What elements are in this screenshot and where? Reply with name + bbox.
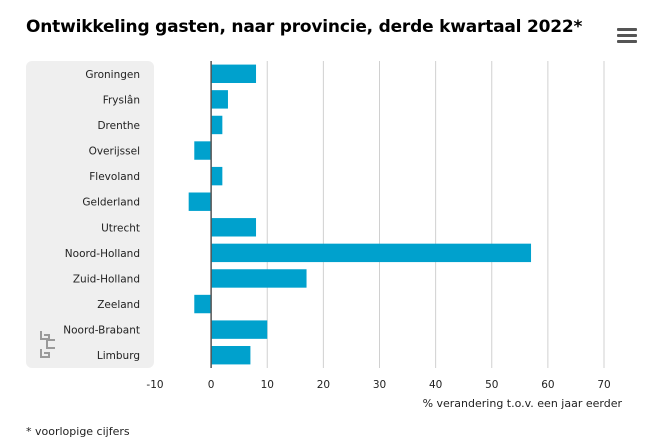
category-label: Zuid-Holland — [73, 273, 140, 285]
category-label: Zeeland — [97, 299, 140, 311]
x-tick-label: 30 — [373, 379, 386, 391]
category-label: Utrecht — [101, 222, 140, 234]
category-label: Noord-Holland — [65, 248, 140, 260]
x-tick-label: 20 — [317, 379, 330, 391]
category-labels: Groningen Fryslân Drenthe Overijssel Flevola… — [63, 69, 140, 362]
category-label: Overijssel — [89, 146, 140, 158]
x-tick-label: 0 — [208, 379, 215, 391]
category-label: Drenthe — [97, 120, 140, 132]
bar-zeeland[interactable] — [194, 294, 212, 314]
x-tick-label: 50 — [485, 379, 498, 391]
bar-utrecht[interactable] — [211, 218, 257, 237]
category-label: Flevoland — [89, 171, 140, 183]
x-axis-label: % verandering t.o.v. een jaar eerder — [423, 397, 623, 410]
bar-drenthe[interactable] — [211, 115, 223, 135]
bar-overijssel[interactable] — [194, 141, 212, 160]
bar-zuid-holland[interactable] — [211, 269, 307, 288]
category-label: Limburg — [97, 350, 140, 362]
chart-title: Ontwikkeling gasten, naar provincie, der… — [26, 17, 583, 37]
category-label: Noord-Brabant — [63, 325, 140, 337]
x-tick-labels: -10 0 10 20 30 40 50 60 70 — [146, 379, 610, 391]
cbs-logo-icon — [40, 331, 55, 358]
bar-limburg[interactable] — [211, 345, 251, 365]
x-tick-label: 40 — [429, 379, 442, 391]
x-tick-label: 60 — [541, 379, 554, 391]
x-tick-label: 70 — [597, 379, 610, 391]
bar-gelderland[interactable] — [188, 192, 212, 211]
bars — [188, 64, 532, 365]
category-label: Groningen — [85, 69, 140, 81]
category-panel — [26, 61, 154, 368]
footnote: * voorlopige cijfers — [26, 425, 130, 438]
bar-noord-holland[interactable] — [211, 243, 532, 263]
category-label: Fryslân — [103, 94, 140, 106]
bar-flevoland[interactable] — [211, 166, 223, 186]
bar-frysl-n[interactable] — [211, 90, 228, 109]
bar-noord-brabant[interactable] — [211, 320, 268, 339]
category-label: Gelderland — [82, 197, 140, 209]
x-tick-label: -10 — [146, 379, 163, 391]
hamburger-menu-icon[interactable] — [617, 28, 637, 44]
x-tick-label: 10 — [261, 379, 274, 391]
bar-groningen[interactable] — [211, 64, 257, 84]
grid-lines — [266, 61, 605, 368]
